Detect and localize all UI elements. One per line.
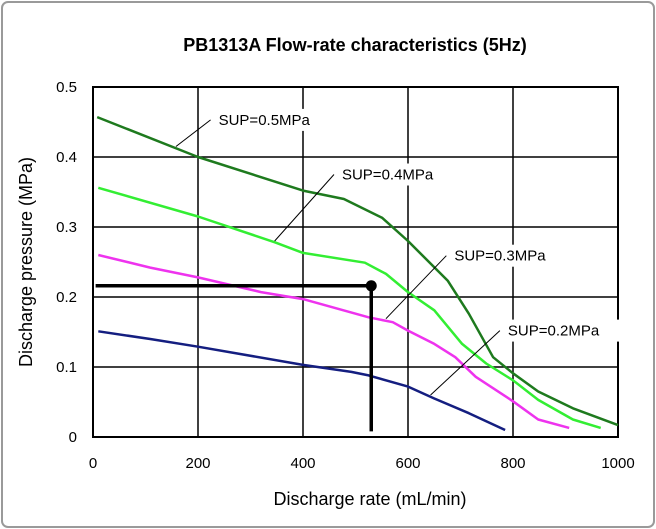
series-line	[97, 186, 602, 430]
x-tick-label: 800	[500, 455, 525, 472]
series-label: SUP=0.5MPa	[219, 112, 311, 129]
series-label: SUP=0.4MPa	[342, 167, 434, 184]
x-tick-label: 600	[395, 455, 420, 472]
y-tick-label: 0.1	[56, 359, 77, 376]
y-tick-label: 0	[69, 429, 77, 446]
series-line	[98, 330, 506, 432]
label-leader-line	[274, 174, 335, 242]
label-background	[503, 319, 622, 342]
x-tick-label: 0	[89, 455, 97, 472]
chart-title: PB1313A Flow-rate characteristics (5Hz)	[183, 35, 526, 55]
x-tick-label: 200	[185, 455, 210, 472]
label-leader-line	[430, 330, 501, 396]
label-background	[337, 163, 456, 186]
label-leader-line	[385, 255, 447, 320]
annotations: SUP=0.5MPa SUP=0.4MPa SUP=0.3MPa SUP=0.2MPa	[95, 108, 622, 432]
y-tick-label: 0.4	[56, 149, 77, 166]
label-background	[450, 244, 569, 267]
label-leader-line	[175, 119, 211, 147]
series-label: SUP=0.3MPa	[454, 248, 546, 265]
y-axis-label: Discharge pressure (MPa)	[16, 157, 36, 367]
plot-area-border	[92, 86, 619, 438]
series-line	[96, 115, 619, 427]
series-label: SUP=0.2MPa	[508, 323, 600, 340]
series-group	[96, 115, 619, 432]
series-line	[98, 253, 570, 430]
x-axis-label: Discharge rate (mL/min)	[273, 489, 466, 509]
grid	[92, 86, 619, 438]
operating-point-marker	[365, 280, 377, 292]
y-tick-label: 0.2	[56, 289, 77, 306]
y-tick-label: 0.3	[56, 219, 77, 236]
x-tick-label: 1000	[601, 455, 634, 472]
x-tick-label: 400	[290, 455, 315, 472]
label-background	[214, 108, 333, 131]
y-tick-label: 0.5	[56, 79, 77, 96]
ticks: 0 200 400 600 800 1000 0 0.1 0.2 0.3 0.4 0.5	[56, 79, 635, 472]
